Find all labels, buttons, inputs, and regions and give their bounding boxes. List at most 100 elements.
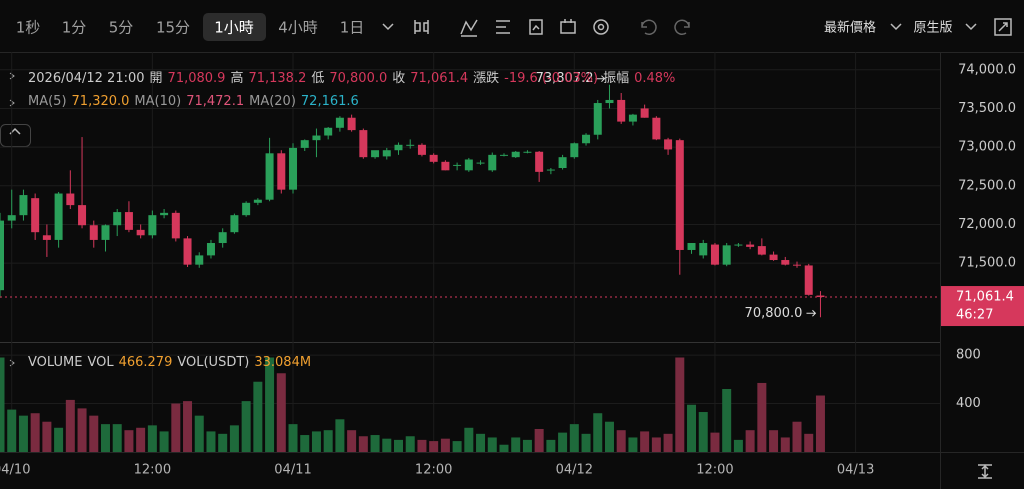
candle-icon[interactable] [414,20,429,34]
volume-bar [675,357,685,452]
toolbar-icons[interactable] [9,18,1012,479]
volume-bar [663,433,673,452]
chevron[interactable] [382,23,394,31]
volume-bar [558,432,568,452]
volume-tick-label: 800 [956,348,981,363]
interval-button[interactable]: 4小時 [278,19,318,37]
collapse-button[interactable] [0,124,31,147]
volume-label: VOL [87,355,114,370]
candle-body [664,139,673,150]
chevron[interactable] [890,23,902,31]
volume-bar [311,431,321,452]
volume-bar [593,413,603,452]
interval-button[interactable]: 15分 [156,19,190,37]
candle-body [406,144,415,146]
candle-body [710,244,719,265]
candle-body [124,212,133,230]
volume-bar [183,401,193,452]
ma-value: 71,472.1 [186,94,245,109]
list-icon[interactable] [496,20,510,34]
candle-body [746,244,755,247]
candle-body [804,265,813,295]
settings-icon[interactable] [593,19,609,35]
candle-body [394,144,403,151]
version[interactable]: 原生版 [913,21,952,36]
volume-bar [640,431,650,452]
candle-body [675,140,684,250]
candle-body [781,260,790,265]
volume-bar [710,432,720,452]
candle-body [66,193,75,206]
interval-button[interactable]: 1秒 [16,19,41,37]
volume-bar [370,435,380,452]
candle-body [734,244,743,246]
candle-body [242,202,251,216]
candle-body [699,243,708,256]
candle-body [628,114,637,122]
ma-name: MA(10) [134,94,182,109]
candle-body [558,157,567,168]
candle-body [617,99,626,122]
candle-body [464,159,473,171]
volume-bar [300,435,310,452]
fullscreen-icon[interactable] [994,18,1012,36]
info-value: 71,080.9 [167,71,226,86]
volume-bar [77,408,87,452]
candle-body [793,264,802,266]
candle-body [136,229,145,236]
ma-name: MA(5) [28,94,67,109]
volume-bar [394,439,404,452]
candle-body [171,212,180,239]
volume-bar [112,424,122,452]
volume-bar [604,421,614,452]
price-type[interactable]: 最新價格 [824,20,876,36]
volume-tick-label: 400 [956,396,981,411]
redo-icon[interactable] [674,19,690,35]
volume-bar [347,430,357,452]
indicator-icon[interactable] [460,19,478,37]
volume-bar [382,438,392,452]
candle-body [160,212,169,216]
interval-button[interactable]: 1小時 [214,19,254,37]
volume-bar [253,381,263,452]
candle-body [230,215,239,233]
candle-body [546,169,555,171]
volume-bar [147,425,157,452]
volume-bar [124,430,134,452]
candle-body [499,154,508,156]
y-tick-label: 73,000.0 [958,140,1016,155]
undo-icon[interactable] [641,19,657,35]
volume-bar [769,430,779,452]
candle-body [441,161,450,171]
y-tick-label: 72,500.0 [958,178,1016,193]
settings-icon-core[interactable] [597,23,605,31]
volume-bar [698,412,708,452]
info-value: 70,800.0 [329,71,388,86]
volume-bar [804,433,814,452]
draw-icon[interactable] [529,19,543,35]
info-value: 71,138.2 [248,71,307,86]
volume-bar [522,439,532,452]
volume-bar [229,425,239,452]
last-price: 71,061.4 [956,290,1014,305]
candle-body [382,150,391,157]
interval-button[interactable]: 1分 [62,19,87,37]
last-price-tag [941,286,1024,327]
scale-icon[interactable] [978,464,992,479]
calendar-icon[interactable] [560,19,576,34]
candle-body [89,225,98,240]
interval-button[interactable]: 1日 [340,19,365,37]
chevron[interactable] [965,23,977,31]
volume-bar [89,415,99,452]
candle-body [265,153,274,200]
y-tick-label: 72,000.0 [958,217,1016,232]
interval-button[interactable]: 5分 [109,19,134,37]
info-value: 0.48% [634,71,676,86]
info-label: 高 [230,71,244,86]
candle-body [7,215,16,221]
volume-bar [792,421,802,452]
volume-bar [745,430,755,452]
volume-bar [159,431,169,452]
low-mark-label: 70,800.0 [745,306,803,321]
info-label: 漲跌 [473,71,500,86]
